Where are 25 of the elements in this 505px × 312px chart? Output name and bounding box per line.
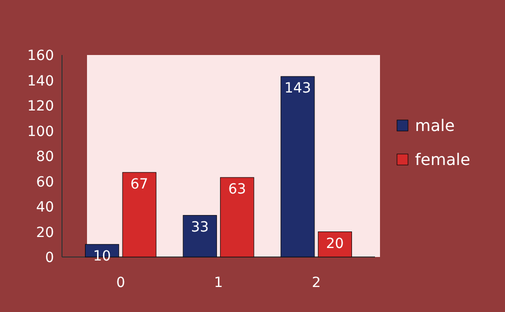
- y-tick-label: 60: [36, 174, 54, 190]
- y-tick-label: 0: [45, 250, 54, 266]
- bar: [280, 76, 315, 258]
- x-tick-label: 2: [312, 275, 321, 291]
- y-tick-label: 160: [27, 48, 54, 64]
- bar: [318, 232, 352, 258]
- bar: [220, 177, 254, 258]
- y-tick-label: 80: [36, 149, 54, 165]
- data-label: 63: [228, 181, 246, 198]
- data-label: 143: [284, 80, 312, 96]
- y-tick-label: 140: [27, 73, 54, 90]
- data-label: 20: [326, 236, 344, 252]
- y-tick-label: 20: [36, 224, 54, 241]
- bar: [182, 215, 217, 258]
- data-label: 67: [130, 176, 148, 192]
- y-tick-label: 100: [27, 124, 54, 140]
- legend-label: female: [415, 150, 470, 169]
- y-tick-label: 120: [27, 98, 54, 114]
- data-label: 33: [190, 219, 209, 236]
- legend-label: male: [415, 116, 455, 135]
- y-tick-label: 40: [36, 200, 54, 216]
- x-tick-label: 0: [116, 275, 126, 291]
- data-label: 10: [93, 248, 111, 264]
- x-tick-label: 1: [214, 275, 223, 291]
- bar: [122, 172, 156, 258]
